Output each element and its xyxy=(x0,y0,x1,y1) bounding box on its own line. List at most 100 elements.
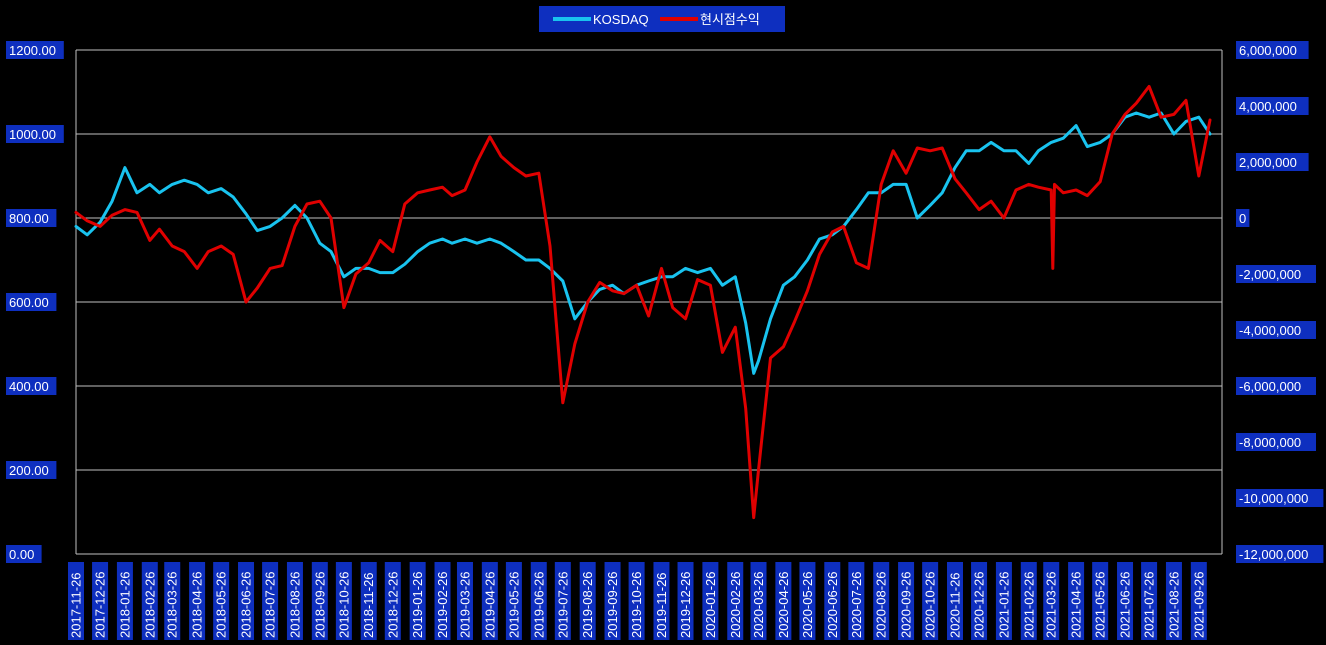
grid-lines xyxy=(75,49,1223,555)
x-tick-box xyxy=(775,562,792,640)
left-tick-box xyxy=(6,293,57,311)
x-tick-label: 2018-02-26 xyxy=(142,572,157,639)
x-tick-label: 2020-03-26 xyxy=(751,572,766,639)
x-tick-label: 2021-08-26 xyxy=(1166,572,1181,639)
x-tick-box xyxy=(481,562,498,640)
x-tick-label: 2019-06-26 xyxy=(531,572,546,639)
right-tick-box xyxy=(1236,545,1324,563)
x-tick-label: 2021-07-26 xyxy=(1142,572,1157,639)
x-tick-label: 2018-08-26 xyxy=(287,572,302,639)
x-tick-box xyxy=(947,562,964,640)
x-tick-box xyxy=(189,562,206,640)
x-tick-box xyxy=(750,562,767,640)
x-tick-label: 2018-09-26 xyxy=(312,572,327,639)
left-tick-label: 1200.00 xyxy=(9,43,56,58)
legend: KOSDAQ 현시점수익 xyxy=(539,6,785,32)
x-tick-box xyxy=(456,562,473,640)
x-tick-box xyxy=(824,562,841,640)
x-tick-label: 2021-09-26 xyxy=(1191,572,1206,639)
left-tick-label: 400.00 xyxy=(9,379,49,394)
x-tick-label: 2021-01-26 xyxy=(996,572,1011,639)
left-tick-box xyxy=(6,377,57,395)
x-tick-box xyxy=(1092,562,1109,640)
x-tick-box xyxy=(164,562,181,640)
x-tick-label: 2018-03-26 xyxy=(165,572,180,639)
left-tick-box xyxy=(6,209,57,227)
x-tick-box xyxy=(898,562,915,640)
x-tick-box xyxy=(1190,562,1207,640)
x-tick-label: 2020-11-26 xyxy=(948,572,963,638)
x-tick-box xyxy=(995,562,1012,640)
x-tick-label: 2017-11-26 xyxy=(69,572,84,638)
right-tick-box xyxy=(1236,433,1316,451)
right-tick-box xyxy=(1236,41,1309,59)
x-tick-box xyxy=(922,562,939,640)
right-tick-label: -8,000,000 xyxy=(1239,435,1301,450)
x-tick-box xyxy=(141,562,158,640)
legend-label-kosdaq: KOSDAQ xyxy=(593,12,649,27)
left-tick-label: 800.00 xyxy=(9,211,49,226)
right-tick-label: -10,000,000 xyxy=(1239,491,1308,506)
x-tick-box xyxy=(799,562,816,640)
x-tick-box xyxy=(434,562,451,640)
x-tick-label: 2019-01-26 xyxy=(410,572,425,639)
x-tick-box xyxy=(653,562,670,640)
x-tick-box xyxy=(213,562,230,640)
x-tick-label: 2018-01-26 xyxy=(117,572,132,639)
x-tick-label: 2019-03-26 xyxy=(457,572,472,639)
right-tick-box xyxy=(1236,377,1316,395)
x-tick-box xyxy=(116,562,133,640)
right-tick-label: -12,000,000 xyxy=(1239,547,1308,562)
x-tick-box xyxy=(848,562,865,640)
left-tick-label: 600.00 xyxy=(9,295,49,310)
x-tick-label: 2020-05-26 xyxy=(800,572,815,639)
left-tick-box xyxy=(6,545,42,563)
right-tick-label: -2,000,000 xyxy=(1239,267,1301,282)
right-tick-label: 0 xyxy=(1239,211,1246,226)
right-tick-label: 2,000,000 xyxy=(1239,155,1297,170)
x-tick-box xyxy=(262,562,279,640)
x-tick-label: 2019-05-26 xyxy=(506,572,521,639)
x-tick-box xyxy=(335,562,352,640)
x-tick-label: 2020-08-26 xyxy=(874,572,889,639)
x-tick-label: 2019-04-26 xyxy=(482,572,497,639)
x-tick-box xyxy=(1068,562,1085,640)
x-tick-box xyxy=(554,562,571,640)
x-tick-label: 2018-10-26 xyxy=(336,572,351,639)
x-tick-box xyxy=(1141,562,1158,640)
left-tick-box xyxy=(6,125,64,143)
x-tick-label: 2019-09-26 xyxy=(605,572,620,639)
x-tick-box xyxy=(677,562,694,640)
x-tick-label: 2019-08-26 xyxy=(580,572,595,639)
x-axis: 2017-11-26 2017-12-26 2018-01-26 2018-02-26… xyxy=(68,562,1207,640)
x-tick-box xyxy=(1020,562,1037,640)
x-tick-label: 2019-10-26 xyxy=(629,572,644,639)
x-tick-label: 2021-03-26 xyxy=(1044,572,1059,639)
x-tick-box xyxy=(971,562,988,640)
x-tick-box xyxy=(1043,562,1060,640)
right-tick-box xyxy=(1236,97,1309,115)
right-tick-box xyxy=(1236,209,1250,227)
x-tick-box xyxy=(530,562,547,640)
x-tick-label: 2021-06-26 xyxy=(1118,572,1133,639)
x-tick-box xyxy=(1165,562,1182,640)
x-tick-box xyxy=(286,562,303,640)
x-tick-box xyxy=(579,562,596,640)
left-tick-label: 1000.00 xyxy=(9,127,56,142)
x-tick-label: 2018-06-26 xyxy=(239,572,254,639)
x-tick-box xyxy=(604,562,621,640)
x-tick-label: 2019-02-26 xyxy=(435,572,450,639)
left-axis: 0.00 200.00 400.00 600.00 800.00 1000.00 1200.… xyxy=(6,41,64,563)
x-tick-box xyxy=(68,562,84,640)
right-tick-box xyxy=(1236,153,1309,171)
x-tick-label: 2019-07-26 xyxy=(555,572,570,639)
left-tick-box xyxy=(6,461,57,479)
x-tick-box xyxy=(702,562,719,640)
x-tick-label: 2018-07-26 xyxy=(263,572,278,639)
x-tick-box xyxy=(409,562,426,640)
left-tick-box xyxy=(6,41,64,59)
right-tick-label: -6,000,000 xyxy=(1239,379,1301,394)
right-tick-label: 6,000,000 xyxy=(1239,43,1297,58)
